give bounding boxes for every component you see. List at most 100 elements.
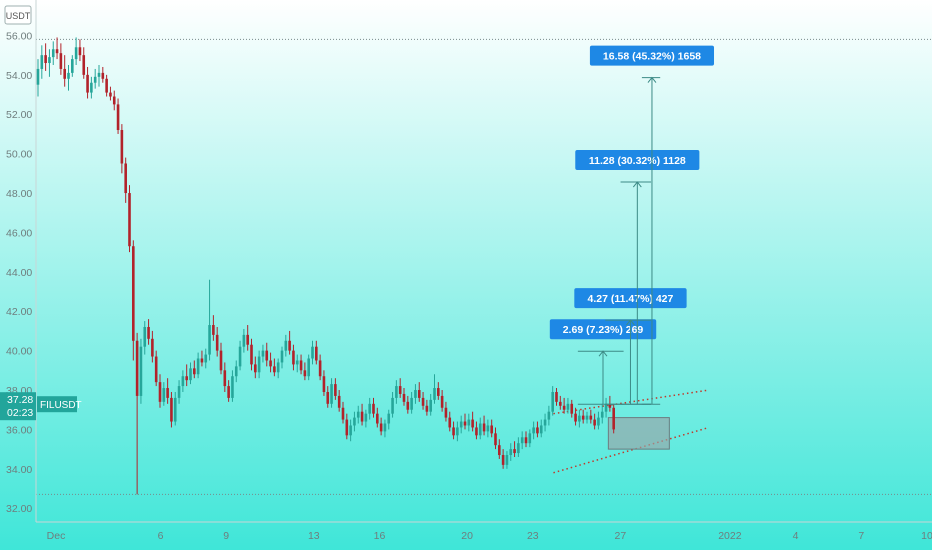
candle-body[interactable]: [292, 350, 295, 365]
candle-body[interactable]: [490, 425, 493, 434]
candle-body[interactable]: [505, 455, 509, 465]
candle-body[interactable]: [162, 388, 166, 402]
candle-body[interactable]: [539, 425, 543, 434]
candle-body[interactable]: [562, 405, 566, 410]
candle-body[interactable]: [299, 360, 303, 371]
candle-body[interactable]: [345, 419, 349, 436]
candle-body[interactable]: [116, 104, 120, 131]
candle-body[interactable]: [105, 78, 108, 93]
candle-body[interactable]: [265, 350, 269, 361]
candle-body[interactable]: [395, 386, 398, 398]
candle-body[interactable]: [78, 47, 82, 56]
candle-body[interactable]: [410, 397, 413, 410]
candle-body[interactable]: [463, 421, 467, 426]
candle-body[interactable]: [154, 356, 158, 383]
candle-body[interactable]: [509, 449, 513, 456]
candle-body[interactable]: [448, 417, 452, 428]
candle-body[interactable]: [90, 82, 93, 93]
target-label-box[interactable]: [574, 288, 687, 309]
candle-body[interactable]: [288, 340, 291, 351]
candle-body[interactable]: [151, 338, 154, 357]
candle-body[interactable]: [311, 346, 314, 359]
candle-body[interactable]: [40, 55, 44, 69]
candle-body[interactable]: [593, 419, 596, 426]
candle-body[interactable]: [429, 399, 432, 412]
candle-body[interactable]: [391, 397, 394, 414]
candle-body[interactable]: [71, 59, 74, 73]
candle-body[interactable]: [589, 415, 593, 420]
candle-body[interactable]: [376, 413, 379, 424]
candle-body[interactable]: [284, 340, 288, 351]
candle-body[interactable]: [398, 386, 402, 394]
candle-body[interactable]: [303, 370, 307, 377]
candle-body[interactable]: [555, 391, 558, 402]
candle-body[interactable]: [444, 407, 448, 418]
candle-body[interactable]: [295, 360, 299, 365]
candle-body[interactable]: [67, 72, 70, 79]
candle-body[interactable]: [238, 346, 242, 367]
candle-body[interactable]: [543, 419, 547, 426]
candle-body[interactable]: [330, 384, 333, 404]
candle-body[interactable]: [109, 92, 112, 97]
candle-body[interactable]: [475, 427, 478, 436]
channel-upper-line[interactable]: [553, 389, 710, 415]
candle-body[interactable]: [200, 358, 204, 363]
candle-body[interactable]: [513, 449, 516, 454]
candle-body[interactable]: [360, 411, 364, 422]
candle-body[interactable]: [501, 455, 505, 465]
candle-body[interactable]: [261, 350, 265, 357]
candle-body[interactable]: [120, 130, 124, 164]
candle-body[interactable]: [170, 397, 173, 422]
candle-body[interactable]: [498, 445, 501, 456]
target-label-box[interactable]: [549, 319, 657, 340]
candle-body[interactable]: [334, 384, 337, 396]
candle-body[interactable]: [326, 391, 330, 404]
candle-body[interactable]: [93, 76, 97, 83]
candle-body[interactable]: [51, 49, 55, 58]
candle-body[interactable]: [456, 427, 459, 436]
candle-body[interactable]: [520, 437, 524, 444]
candle-body[interactable]: [212, 325, 215, 335]
candle-body[interactable]: [318, 360, 322, 377]
target-label-box[interactable]: [575, 150, 700, 171]
candle-body[interactable]: [612, 407, 615, 430]
candle-body[interactable]: [337, 395, 341, 408]
candle-body[interactable]: [387, 413, 391, 424]
candle-body[interactable]: [86, 74, 89, 93]
candle-body[interactable]: [482, 423, 486, 432]
candle-body[interactable]: [421, 397, 425, 406]
candle-body[interactable]: [322, 376, 326, 392]
candle-body[interactable]: [307, 358, 310, 377]
candle-body[interactable]: [269, 360, 272, 367]
candle-body[interactable]: [59, 53, 63, 69]
candle-body[interactable]: [254, 364, 257, 373]
candle-body[interactable]: [486, 425, 490, 432]
candle-body[interactable]: [417, 390, 421, 398]
candle-body[interactable]: [402, 393, 406, 402]
candle-body[interactable]: [193, 368, 196, 375]
candle-body[interactable]: [467, 419, 471, 426]
candle-body[interactable]: [349, 425, 352, 436]
candle-body[interactable]: [82, 55, 86, 75]
candle-body[interactable]: [494, 433, 497, 446]
candle-body[interactable]: [250, 344, 253, 365]
candle-body[interactable]: [581, 415, 585, 420]
candle-body[interactable]: [452, 427, 455, 436]
candle-body[interactable]: [273, 366, 276, 373]
candle-body[interactable]: [135, 340, 139, 396]
candle-body[interactable]: [551, 391, 554, 412]
x-axis[interactable]: Dec 6 9 13 16 20 23 27 2022 4 7 10: [36, 521, 932, 542]
candle-body[interactable]: [364, 413, 368, 422]
support-zone[interactable]: [607, 417, 670, 450]
channel-lower-line[interactable]: [553, 426, 710, 474]
candle-body[interactable]: [242, 334, 246, 347]
candle-body[interactable]: [604, 403, 608, 412]
candle-body[interactable]: [173, 397, 177, 422]
currency-badge[interactable]: [4, 5, 32, 25]
candle-body[interactable]: [234, 366, 238, 377]
candle-body[interactable]: [63, 68, 66, 79]
candle-body[interactable]: [74, 47, 78, 60]
candle-body[interactable]: [478, 423, 482, 436]
candle-body[interactable]: [524, 437, 528, 444]
